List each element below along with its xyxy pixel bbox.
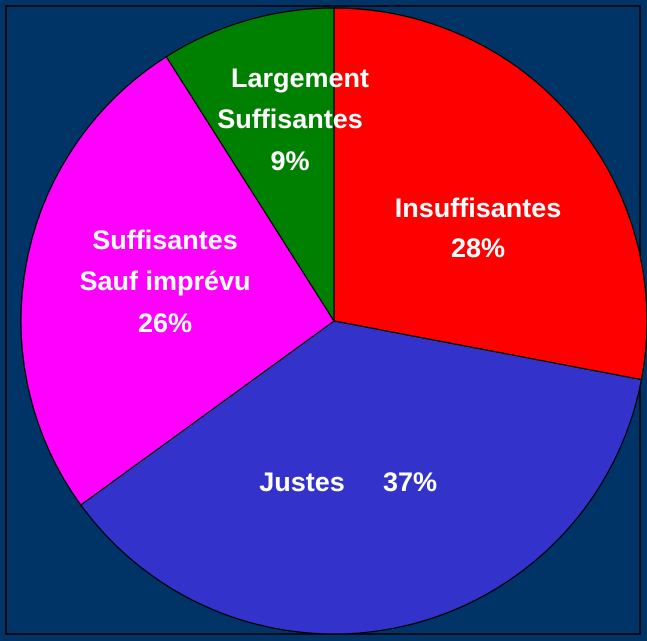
- value-label: 37%: [383, 467, 437, 497]
- slice-label: Suffisantes: [92, 225, 238, 255]
- slice-label: Largement: [231, 63, 369, 93]
- pie-slice: [79, 320, 643, 635]
- slice-label: Sauf imprévu: [79, 266, 250, 296]
- slice-label: Insuffisantes: [395, 193, 562, 223]
- slice-label: Suffisantes: [217, 104, 363, 134]
- value-label: 9%: [270, 146, 309, 176]
- slice-label: Justes: [259, 467, 345, 497]
- pie-slice: [20, 55, 335, 506]
- value-label: 26%: [138, 308, 192, 338]
- pie-slice: [165, 7, 335, 324]
- value-label: 28%: [451, 233, 505, 263]
